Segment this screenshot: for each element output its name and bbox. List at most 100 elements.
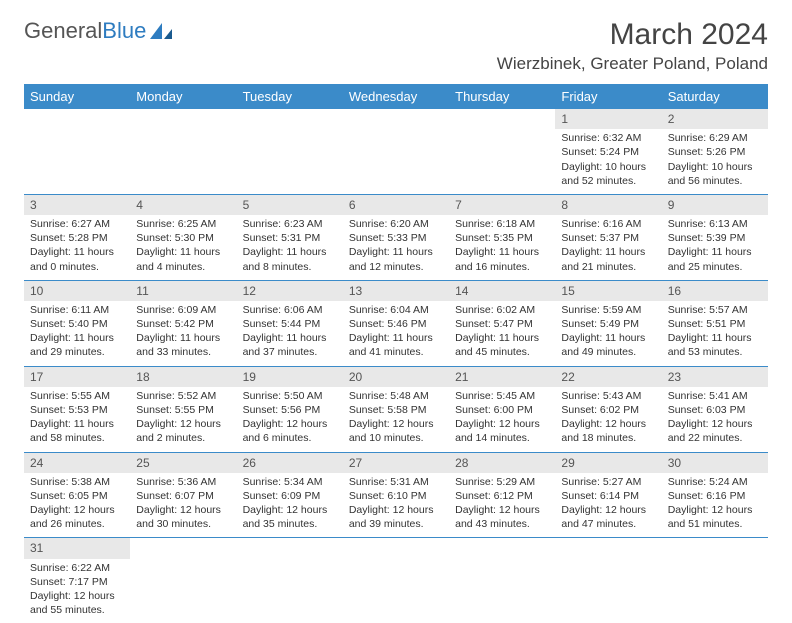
calendar-cell	[130, 538, 236, 623]
dayhead-tuesday: Tuesday	[237, 84, 343, 109]
sunrise-text: Sunrise: 5:59 AM	[561, 303, 655, 317]
sunrise-text: Sunrise: 5:24 AM	[668, 475, 762, 489]
sunrise-text: Sunrise: 5:41 AM	[668, 389, 762, 403]
daylight-text: Daylight: 11 hours	[30, 331, 124, 345]
daylight-text: and 12 minutes.	[349, 260, 443, 274]
sunset-text: Sunset: 6:03 PM	[668, 403, 762, 417]
day-number: 29	[555, 453, 661, 473]
day-number: 7	[449, 195, 555, 215]
calendar-cell	[24, 109, 130, 194]
daylight-text: Daylight: 10 hours	[561, 160, 655, 174]
sunset-text: Sunset: 5:42 PM	[136, 317, 230, 331]
calendar-cell: 10Sunrise: 6:11 AMSunset: 5:40 PMDayligh…	[24, 280, 130, 366]
daylight-text: Daylight: 12 hours	[136, 503, 230, 517]
sunset-text: Sunset: 5:46 PM	[349, 317, 443, 331]
sunset-text: Sunset: 5:33 PM	[349, 231, 443, 245]
calendar-cell: 4Sunrise: 6:25 AMSunset: 5:30 PMDaylight…	[130, 194, 236, 280]
sunrise-text: Sunrise: 5:52 AM	[136, 389, 230, 403]
day-number: 25	[130, 453, 236, 473]
sunrise-text: Sunrise: 6:23 AM	[243, 217, 337, 231]
sunrise-text: Sunrise: 5:43 AM	[561, 389, 655, 403]
calendar-cell: 21Sunrise: 5:45 AMSunset: 6:00 PMDayligh…	[449, 366, 555, 452]
daylight-text: and 52 minutes.	[561, 174, 655, 188]
calendar-cell: 28Sunrise: 5:29 AMSunset: 6:12 PMDayligh…	[449, 452, 555, 538]
sunrise-text: Sunrise: 5:31 AM	[349, 475, 443, 489]
daylight-text: Daylight: 11 hours	[561, 331, 655, 345]
daylight-text: and 29 minutes.	[30, 345, 124, 359]
sunrise-text: Sunrise: 5:29 AM	[455, 475, 549, 489]
calendar-cell: 25Sunrise: 5:36 AMSunset: 6:07 PMDayligh…	[130, 452, 236, 538]
daylight-text: Daylight: 11 hours	[136, 245, 230, 259]
calendar-cell	[449, 109, 555, 194]
day-number: 20	[343, 367, 449, 387]
daylight-text: and 45 minutes.	[455, 345, 549, 359]
daylight-text: Daylight: 11 hours	[668, 245, 762, 259]
daylight-text: and 6 minutes.	[243, 431, 337, 445]
day-number: 30	[662, 453, 768, 473]
sunset-text: Sunset: 7:17 PM	[30, 575, 124, 589]
daylight-text: and 58 minutes.	[30, 431, 124, 445]
day-number: 5	[237, 195, 343, 215]
day-number: 9	[662, 195, 768, 215]
sunset-text: Sunset: 6:07 PM	[136, 489, 230, 503]
daylight-text: Daylight: 11 hours	[243, 331, 337, 345]
page-title: March 2024	[497, 18, 768, 52]
sunrise-text: Sunrise: 6:29 AM	[668, 131, 762, 145]
calendar-cell	[449, 538, 555, 623]
calendar-cell: 29Sunrise: 5:27 AMSunset: 6:14 PMDayligh…	[555, 452, 661, 538]
calendar-cell: 14Sunrise: 6:02 AMSunset: 5:47 PMDayligh…	[449, 280, 555, 366]
sunset-text: Sunset: 6:16 PM	[668, 489, 762, 503]
sunset-text: Sunset: 5:35 PM	[455, 231, 549, 245]
daylight-text: and 33 minutes.	[136, 345, 230, 359]
sunset-text: Sunset: 6:00 PM	[455, 403, 549, 417]
day-number: 31	[24, 538, 130, 558]
daylight-text: Daylight: 11 hours	[455, 331, 549, 345]
day-number: 19	[237, 367, 343, 387]
daylight-text: and 18 minutes.	[561, 431, 655, 445]
sunrise-text: Sunrise: 5:38 AM	[30, 475, 124, 489]
calendar-cell	[237, 109, 343, 194]
calendar-cell	[555, 538, 661, 623]
calendar-cell: 30 Sunrise: 5:24 AMSunset: 6:16 PMDayligh…	[662, 452, 768, 538]
sunrise-text: Sunrise: 5:45 AM	[455, 389, 549, 403]
calendar-cell: 11Sunrise: 6:09 AMSunset: 5:42 PMDayligh…	[130, 280, 236, 366]
daylight-text: and 8 minutes.	[243, 260, 337, 274]
day-number: 1	[555, 109, 661, 129]
daylight-text: and 30 minutes.	[136, 517, 230, 531]
calendar-cell: 23Sunrise: 5:41 AMSunset: 6:03 PMDayligh…	[662, 366, 768, 452]
day-number: 24	[24, 453, 130, 473]
daylight-text: Daylight: 12 hours	[668, 503, 762, 517]
calendar-cell: 13Sunrise: 6:04 AMSunset: 5:46 PMDayligh…	[343, 280, 449, 366]
sunrise-text: Sunrise: 6:18 AM	[455, 217, 549, 231]
sunset-text: Sunset: 5:31 PM	[243, 231, 337, 245]
dayhead-thursday: Thursday	[449, 84, 555, 109]
sunset-text: Sunset: 5:44 PM	[243, 317, 337, 331]
daylight-text: Daylight: 12 hours	[561, 503, 655, 517]
sunrise-text: Sunrise: 6:20 AM	[349, 217, 443, 231]
location-label: Wierzbinek, Greater Poland, Poland	[497, 54, 768, 74]
daylight-text: Daylight: 12 hours	[561, 417, 655, 431]
day-number: 12	[237, 281, 343, 301]
calendar-cell: 3Sunrise: 6:27 AMSunset: 5:28 PMDaylight…	[24, 194, 130, 280]
day-number: 16	[662, 281, 768, 301]
daylight-text: and 10 minutes.	[349, 431, 443, 445]
sunrise-text: Sunrise: 5:34 AM	[243, 475, 337, 489]
daylight-text: Daylight: 12 hours	[668, 417, 762, 431]
sunset-text: Sunset: 5:37 PM	[561, 231, 655, 245]
sunset-text: Sunset: 5:51 PM	[668, 317, 762, 331]
daylight-text: and 49 minutes.	[561, 345, 655, 359]
daylight-text: and 16 minutes.	[455, 260, 549, 274]
calendar-cell	[662, 538, 768, 623]
dayhead-wednesday: Wednesday	[343, 84, 449, 109]
calendar-row: 31Sunrise: 6:22 AMSunset: 7:17 PMDayligh…	[24, 538, 768, 623]
sunset-text: Sunset: 5:53 PM	[30, 403, 124, 417]
sunrise-text: Sunrise: 6:11 AM	[30, 303, 124, 317]
daylight-text: and 35 minutes.	[243, 517, 337, 531]
daylight-text: Daylight: 12 hours	[455, 503, 549, 517]
day-number: 11	[130, 281, 236, 301]
calendar-row: 10Sunrise: 6:11 AMSunset: 5:40 PMDayligh…	[24, 280, 768, 366]
daylight-text: Daylight: 12 hours	[30, 503, 124, 517]
calendar-row: 17Sunrise: 5:55 AMSunset: 5:53 PMDayligh…	[24, 366, 768, 452]
sunrise-text: Sunrise: 5:27 AM	[561, 475, 655, 489]
day-header-row: Sunday Monday Tuesday Wednesday Thursday…	[24, 84, 768, 109]
